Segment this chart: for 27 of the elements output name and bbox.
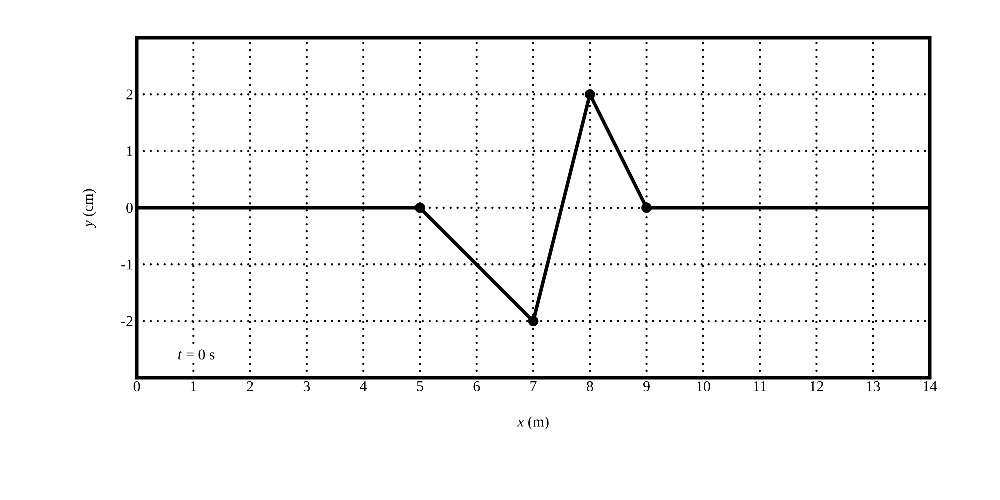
x-tick-label: 4 bbox=[360, 382, 368, 392]
annotation: t = 0 s bbox=[178, 350, 215, 360]
y-tick-label: 2 bbox=[126, 90, 133, 100]
x-tick-label: 6 bbox=[474, 382, 480, 392]
x-tick-label: 14 bbox=[924, 382, 938, 392]
y-tick-label: 0 bbox=[126, 202, 133, 214]
x-tick-label: 5 bbox=[417, 382, 424, 392]
y-tick-label: -2 bbox=[122, 316, 133, 326]
x-tick-label: 11 bbox=[754, 382, 766, 392]
x-tick-label: 8 bbox=[586, 382, 594, 392]
x-tick-label: 2 bbox=[247, 382, 254, 392]
y-tick-label: -1 bbox=[122, 260, 133, 270]
x-tick-label: 1 bbox=[191, 382, 196, 392]
x-tick-label: 0 bbox=[134, 382, 140, 392]
x-tick-label: 7 bbox=[530, 382, 537, 392]
point bbox=[642, 202, 652, 214]
point bbox=[415, 202, 426, 214]
y-tick-label: 1 bbox=[127, 146, 133, 156]
x-tick-label: 13 bbox=[867, 382, 880, 392]
x-tick-label: 9 bbox=[644, 382, 650, 392]
point bbox=[584, 89, 596, 100]
x-tick-label: 12 bbox=[810, 382, 824, 392]
y-axis-title: y (cm) bbox=[82, 189, 96, 229]
x-tick-label: 3 bbox=[304, 382, 310, 392]
x-axis-title: x (m) bbox=[517, 416, 549, 430]
x-tick-label: 10 bbox=[697, 382, 710, 392]
point bbox=[528, 316, 539, 327]
